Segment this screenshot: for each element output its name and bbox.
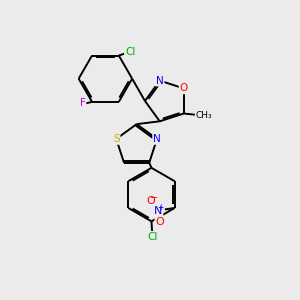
Text: Cl: Cl [125, 47, 135, 57]
Text: N: N [153, 134, 161, 144]
Text: N: N [154, 206, 163, 216]
Text: O: O [155, 217, 164, 227]
Text: F: F [80, 98, 85, 108]
Text: S: S [113, 134, 120, 144]
Text: −: − [150, 194, 158, 203]
Text: Cl: Cl [147, 232, 157, 242]
Text: O: O [179, 83, 188, 93]
Text: CH₃: CH₃ [196, 110, 212, 119]
Text: N: N [156, 76, 164, 85]
Text: O: O [146, 196, 155, 206]
Text: +: + [158, 203, 164, 212]
